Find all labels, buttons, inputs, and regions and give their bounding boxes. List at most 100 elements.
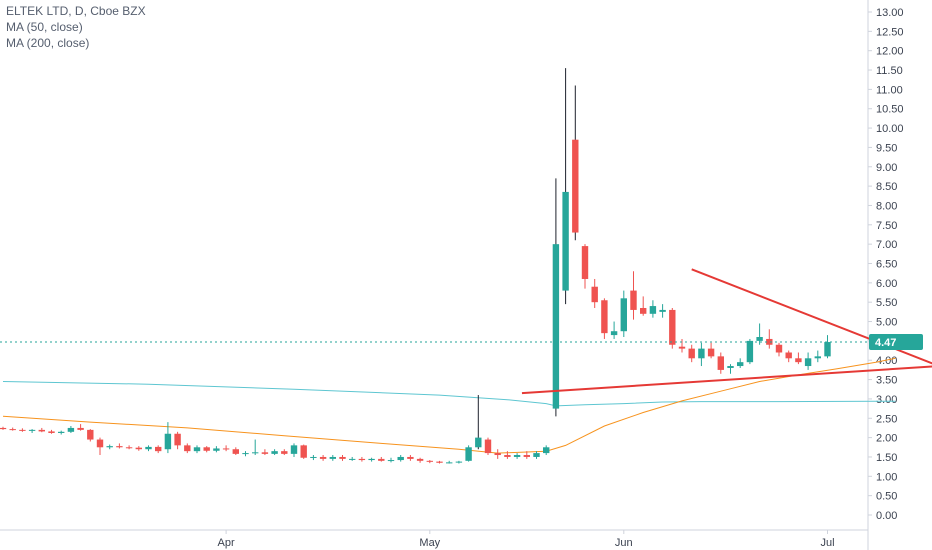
last-price-label: 4.47	[875, 337, 896, 349]
candle	[698, 342, 705, 367]
candle	[824, 335, 831, 359]
candle	[649, 300, 657, 318]
candle-body	[48, 431, 55, 433]
x-tick-label: Apr	[218, 537, 235, 549]
candle-body	[271, 451, 278, 454]
candle	[533, 451, 540, 459]
candle-body	[523, 455, 530, 457]
candle	[28, 429, 36, 433]
candle	[58, 430, 65, 435]
candle-body	[795, 358, 802, 363]
candle-body	[581, 246, 589, 279]
candle-body	[533, 453, 540, 457]
candle	[164, 422, 172, 454]
candle-body	[87, 429, 94, 440]
candle-body	[155, 446, 162, 452]
candle-body	[19, 429, 26, 431]
chart-legend: ELTEK LTD, D, Cboe BZX MA (50, close) MA…	[6, 3, 146, 51]
candle-body	[38, 429, 45, 432]
candle-body	[717, 356, 724, 370]
candle	[717, 352, 724, 374]
candle-body	[416, 458, 424, 461]
candle	[543, 445, 550, 456]
candle	[484, 437, 492, 456]
candle	[242, 451, 249, 457]
y-tick-label: 7.00	[876, 239, 897, 251]
candle-body	[387, 460, 395, 462]
candle-body	[213, 448, 220, 451]
candles	[0, 68, 831, 464]
candle-body	[562, 191, 569, 291]
legend-ma200[interactable]: MA (200, close)	[6, 36, 90, 50]
candle-body	[678, 346, 686, 349]
candle	[523, 451, 530, 459]
candle	[0, 426, 7, 430]
ma200-series	[2, 381, 896, 407]
candle-body	[368, 458, 375, 461]
candle-body	[0, 427, 7, 430]
candle	[378, 456, 385, 462]
last-price-marker: 4.47	[0, 334, 923, 351]
candle-body	[319, 456, 327, 459]
candle-body	[552, 244, 560, 409]
trendline[interactable]	[521, 365, 932, 395]
y-tick-label: 0.50	[876, 491, 897, 503]
y-tick-label: 1.50	[876, 452, 897, 464]
candle-body	[504, 455, 511, 457]
candle	[504, 451, 511, 459]
candle-body	[125, 447, 133, 449]
candle-body	[9, 429, 16, 431]
candle	[785, 350, 792, 363]
x-tick-label: May	[419, 537, 440, 549]
candle-body	[688, 348, 695, 359]
candle-body	[193, 447, 201, 452]
y-tick-label: 8.50	[876, 181, 897, 193]
candle-body	[436, 461, 443, 463]
candle	[814, 350, 821, 363]
ma50-line	[2, 357, 896, 454]
candle	[19, 428, 26, 432]
candle-body	[145, 446, 152, 450]
price-axis[interactable]: 0.000.501.001.502.002.503.003.504.004.50…	[0, 0, 904, 550]
candle	[261, 449, 269, 456]
candle	[319, 455, 327, 461]
y-tick-label: 11.00	[876, 84, 903, 96]
candle-body	[775, 344, 783, 353]
candle-body	[329, 456, 336, 459]
candle-body	[513, 455, 521, 457]
candle-body	[203, 447, 210, 451]
candle	[804, 352, 812, 370]
y-tick-label: 1.00	[876, 471, 897, 483]
candle	[349, 456, 356, 461]
y-tick-label: 9.50	[876, 142, 897, 154]
candle-body	[96, 439, 104, 448]
trendlines[interactable]	[521, 268, 932, 395]
legend-symbol[interactable]: ELTEK LTD, D, Cboe BZX	[6, 4, 146, 18]
y-tick-label: 10.50	[876, 104, 904, 116]
candle-body	[756, 337, 763, 341]
candle	[339, 455, 346, 461]
candle-body	[494, 453, 501, 456]
candle-body	[77, 427, 84, 430]
y-tick-label: 2.00	[876, 433, 897, 445]
candle	[290, 443, 298, 457]
candle-body	[378, 458, 385, 461]
candle	[620, 290, 627, 338]
candle-body	[446, 462, 453, 464]
candle	[678, 338, 686, 353]
candle	[48, 429, 55, 434]
candle	[9, 427, 16, 431]
candle-body	[290, 445, 298, 454]
candle-body	[222, 448, 230, 450]
candle-body	[28, 429, 36, 431]
legend-ma50[interactable]: MA (50, close)	[6, 20, 83, 34]
y-tick-label: 9.00	[876, 162, 897, 174]
candle-body	[601, 300, 608, 334]
candle	[669, 307, 676, 349]
candle-body	[591, 286, 598, 303]
candle	[125, 445, 133, 450]
candle	[310, 455, 317, 461]
candle	[213, 446, 220, 453]
candle	[271, 449, 278, 456]
